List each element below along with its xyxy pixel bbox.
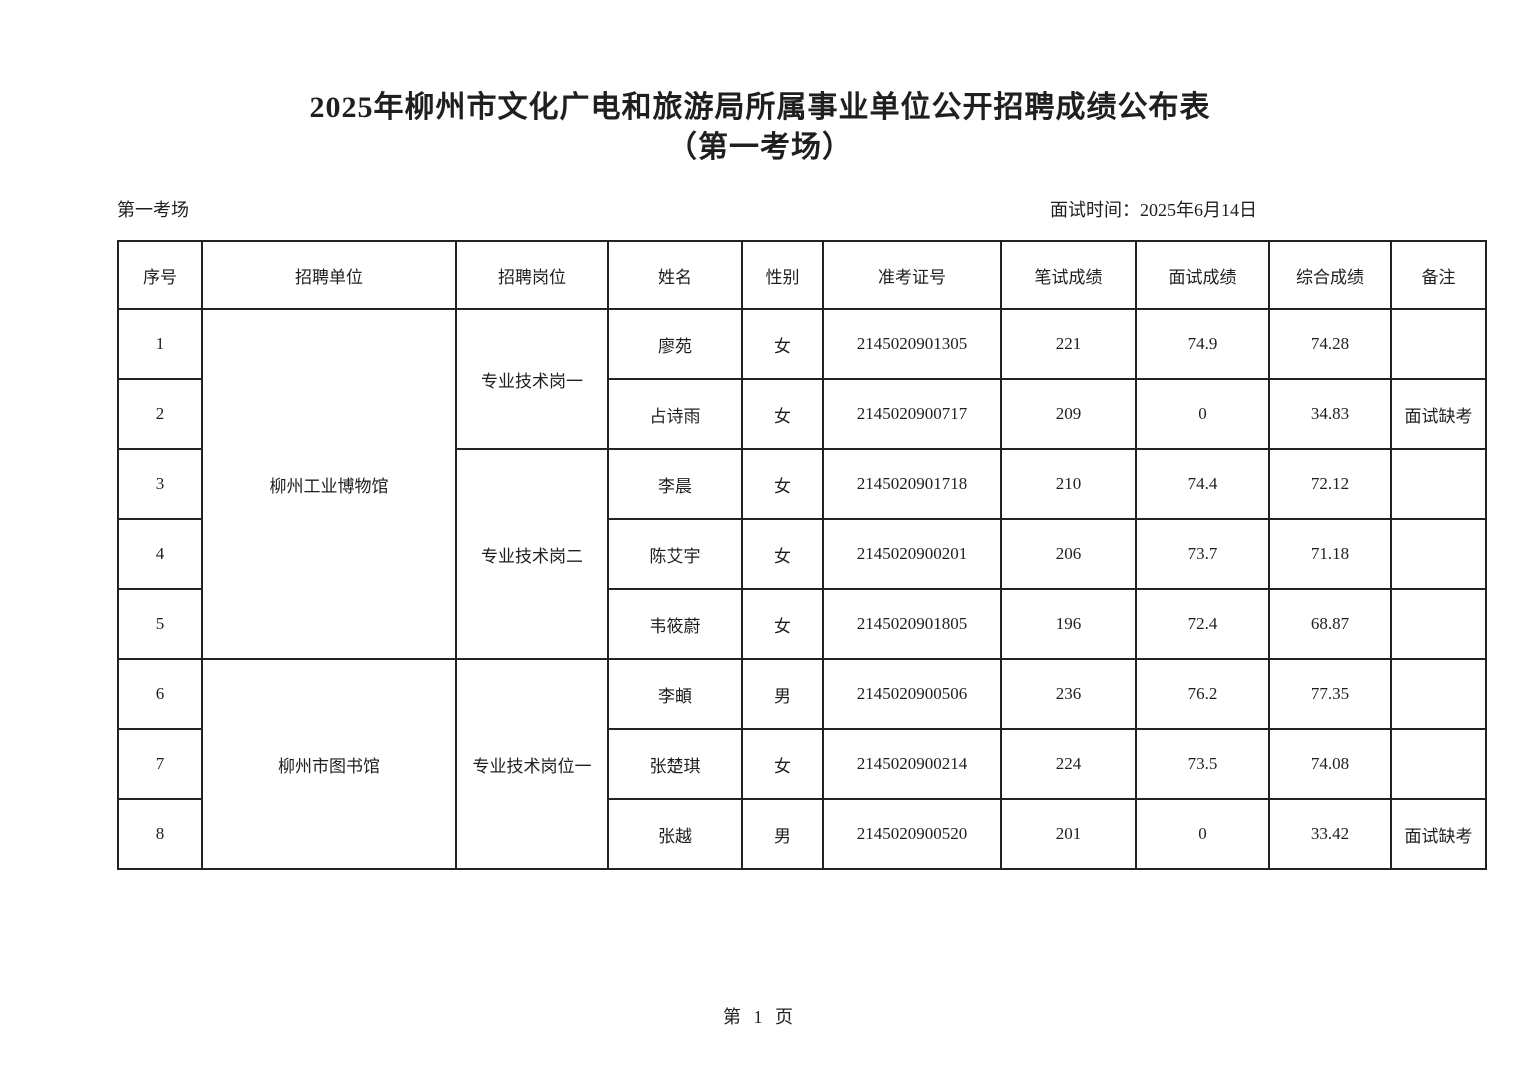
written-score-cell: 201 (1000, 798, 1137, 870)
ticket-cell: 2145020900717 (822, 378, 1002, 450)
overall-score-cell: 68.87 (1268, 588, 1392, 660)
gender-cell: 女 (741, 378, 824, 450)
interview-score-cell: 0 (1135, 378, 1270, 450)
seq-cell: 1 (117, 308, 203, 380)
table-row: 6 柳州市图书馆 专业技术岗位一 李頔 男 2145020900506 236 … (117, 658, 1487, 870)
interview-score-cell: 73.7 (1135, 518, 1270, 590)
col-header-note: 备注 (1390, 240, 1487, 310)
table-row: 3 专业技术岗二 李晨 女 2145020901718 210 74.4 72.… (117, 448, 1487, 660)
note-cell: 面试缺考 (1390, 378, 1487, 450)
col-header-interview-score: 面试成绩 (1135, 240, 1270, 310)
interview-score-cell: 74.4 (1135, 448, 1270, 520)
note-cell (1390, 518, 1487, 590)
col-header-written-score: 笔试成绩 (1000, 240, 1137, 310)
interview-score-cell: 76.2 (1135, 658, 1270, 730)
seq-cell: 3 (117, 448, 203, 520)
col-header-ticket: 准考证号 (822, 240, 1002, 310)
name-cell: 廖苑 (607, 308, 743, 380)
post-cell: 专业技术岗二 (455, 448, 609, 660)
name-cell: 陈艾宇 (607, 518, 743, 590)
table-row: 7 张楚琪 女 2145020900214 224 73.5 74.08 (117, 728, 1487, 800)
written-score-cell: 209 (1000, 378, 1137, 450)
venue-label: 第一考场 (117, 200, 189, 220)
written-score-cell: 224 (1000, 728, 1137, 800)
seq-cell: 2 (117, 378, 203, 450)
unit-cell: 柳州工业博物馆 (201, 308, 457, 660)
note-cell (1390, 658, 1487, 730)
interview-score-cell: 74.9 (1135, 308, 1270, 380)
gender-cell: 女 (741, 728, 824, 800)
ticket-cell: 2145020900520 (822, 798, 1002, 870)
overall-score-cell: 72.12 (1268, 448, 1392, 520)
overall-score-cell: 71.18 (1268, 518, 1392, 590)
name-cell: 占诗雨 (607, 378, 743, 450)
overall-score-cell: 77.35 (1268, 658, 1392, 730)
name-cell: 张楚琪 (607, 728, 743, 800)
ticket-cell: 2145020901305 (822, 308, 1002, 380)
overall-score-cell: 74.28 (1268, 308, 1392, 380)
page-title-line1: 2025年柳州市文化广电和旅游局所属事业单位公开招聘成绩公布表 (309, 91, 1211, 124)
interview-score-cell: 73.5 (1135, 728, 1270, 800)
interview-score-cell: 0 (1135, 798, 1270, 870)
ticket-cell: 2145020900214 (822, 728, 1002, 800)
name-cell: 韦筱蔚 (607, 588, 743, 660)
table-row: 1 柳州工业博物馆 专业技术岗一 廖苑 女 2145020901305 221 … (117, 308, 1487, 660)
score-table: 序号 招聘单位 招聘岗位 姓名 性别 准考证号 笔试成绩 面试成绩 综合成绩 备… (117, 240, 1487, 870)
written-score-cell: 210 (1000, 448, 1137, 520)
ticket-cell: 2145020900201 (822, 518, 1002, 590)
written-score-cell: 221 (1000, 308, 1137, 380)
meta-row: 第一考场 面试时间：2025年6月14日 (0, 196, 1520, 226)
overall-score-cell: 33.42 (1268, 798, 1392, 870)
page-title-line2: （第一考场） (667, 131, 853, 164)
seq-cell: 6 (117, 658, 203, 730)
unit-cell: 柳州市图书馆 (201, 658, 457, 870)
table-row: 2 占诗雨 女 2145020900717 209 0 34.83 面试缺考 (117, 378, 1487, 450)
gender-cell: 男 (741, 658, 824, 730)
gender-cell: 男 (741, 798, 824, 870)
seq-cell: 8 (117, 798, 203, 870)
table-row: 5 韦筱蔚 女 2145020901805 196 72.4 68.87 (117, 588, 1487, 660)
name-cell: 李晨 (607, 448, 743, 520)
note-cell (1390, 728, 1487, 800)
gender-cell: 女 (741, 588, 824, 660)
gender-cell: 女 (741, 518, 824, 590)
name-cell: 李頔 (607, 658, 743, 730)
overall-score-cell: 34.83 (1268, 378, 1392, 450)
col-header-seq: 序号 (117, 240, 203, 310)
col-header-unit: 招聘单位 (201, 240, 457, 310)
gender-cell: 女 (741, 448, 824, 520)
overall-score-cell: 74.08 (1268, 728, 1392, 800)
col-header-name: 姓名 (607, 240, 743, 310)
name-cell: 张越 (607, 798, 743, 870)
interview-time-label: 面试时间：2025年6月14日 (1050, 200, 1257, 220)
note-cell (1390, 448, 1487, 520)
col-header-post: 招聘岗位 (455, 240, 609, 310)
col-header-gender: 性别 (741, 240, 824, 310)
ticket-cell: 2145020901805 (822, 588, 1002, 660)
seq-cell: 7 (117, 728, 203, 800)
written-score-cell: 196 (1000, 588, 1137, 660)
page-title: 2025年柳州市文化广电和旅游局所属事业单位公开招聘成绩公布表 （第一考场） (0, 88, 1520, 168)
col-header-overall-score: 综合成绩 (1268, 240, 1392, 310)
table-row: 8 张越 男 2145020900520 201 0 33.42 面试缺考 (117, 798, 1487, 870)
interview-score-cell: 72.4 (1135, 588, 1270, 660)
seq-cell: 5 (117, 588, 203, 660)
note-cell (1390, 588, 1487, 660)
gender-cell: 女 (741, 308, 824, 380)
post-cell: 专业技术岗一 (455, 308, 609, 450)
table-row: 4 陈艾宇 女 2145020900201 206 73.7 71.18 (117, 518, 1487, 590)
post-cell: 专业技术岗位一 (455, 658, 609, 870)
ticket-cell: 2145020901718 (822, 448, 1002, 520)
written-score-cell: 236 (1000, 658, 1137, 730)
header-row: 序号 招聘单位 招聘岗位 姓名 性别 准考证号 笔试成绩 面试成绩 综合成绩 备… (117, 240, 1487, 310)
seq-cell: 4 (117, 518, 203, 590)
page-number: 第 1 页 (723, 1007, 797, 1027)
ticket-cell: 2145020900506 (822, 658, 1002, 730)
note-cell: 面试缺考 (1390, 798, 1487, 870)
note-cell (1390, 308, 1487, 380)
written-score-cell: 206 (1000, 518, 1137, 590)
